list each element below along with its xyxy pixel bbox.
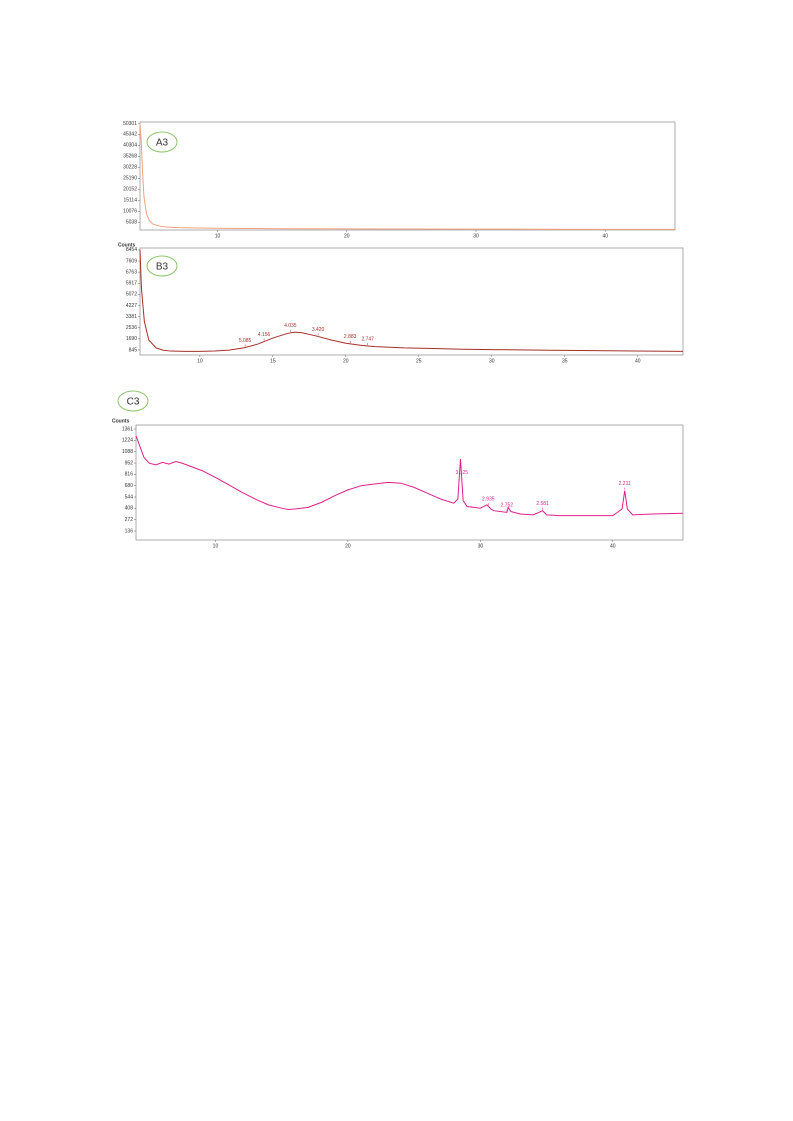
x-tick-label: 30 [473, 233, 479, 239]
x-tick-label: 20 [345, 543, 351, 549]
y-tick-label: 136 [125, 528, 134, 534]
x-tick-label: 40 [635, 358, 641, 364]
y-tick-label: 680 [125, 483, 134, 489]
plot-frame [135, 424, 684, 541]
label-badge [146, 255, 178, 277]
y-tick-label: 272 [125, 517, 134, 523]
y-tick-label: 20152 [123, 187, 137, 193]
x-tick-label: 10 [215, 233, 221, 239]
x-tick-label: 40 [602, 233, 608, 239]
label-badge [117, 390, 149, 412]
peak-label: 5.085 [239, 338, 252, 344]
peak-label: 3.125 [456, 470, 469, 476]
y-axis-label: Counts [112, 418, 129, 424]
y-tick-label: 5072 [126, 292, 137, 298]
y-tick-label: 50301 [123, 121, 137, 127]
y-tick-label: 45342 [123, 132, 137, 138]
x-tick-label: 20 [343, 358, 349, 364]
chart-label: B3 [156, 262, 169, 273]
y-tick-label: 35268 [123, 154, 137, 160]
y-tick-label: 845 [129, 347, 138, 353]
x-tick-label: 10 [213, 543, 219, 549]
y-tick-label: 3381 [126, 314, 137, 320]
peak-label: 3.420 [312, 327, 325, 333]
x-tick-label: 25 [416, 358, 422, 364]
y-tick-label: 1088 [122, 449, 133, 455]
peak-label: 2.935 [482, 497, 495, 503]
y-tick-label: 2536 [126, 325, 137, 331]
y-tick-label: 952 [125, 460, 134, 466]
y-tick-label: 6763 [126, 269, 137, 275]
y-tick-label: 816 [125, 472, 134, 478]
peak-label: 2.211 [619, 481, 631, 487]
x-tick-label: 30 [489, 358, 495, 364]
y-axis-label: Counts [118, 242, 135, 248]
x-tick-label: 35 [562, 358, 568, 364]
data-line [139, 249, 684, 352]
x-tick-label: 20 [344, 233, 350, 239]
y-tick-label: 1361 [122, 426, 133, 432]
x-tick-label: 40 [610, 543, 616, 549]
plot-frame [139, 121, 676, 231]
y-tick-label: 4227 [126, 303, 137, 309]
y-tick-label: 30228 [123, 165, 137, 171]
y-tick-label: 15114 [123, 198, 137, 204]
y-tick-label: 8454 [126, 247, 137, 253]
y-tick-label: 40304 [123, 143, 137, 149]
y-tick-label: 5917 [126, 281, 137, 287]
peak-label: 2.752 [501, 503, 514, 509]
data-line [139, 123, 676, 230]
y-tick-label: 408 [125, 506, 134, 512]
peak-label: 4.035 [284, 323, 297, 329]
y-tick-label: 7609 [126, 258, 137, 264]
data-line [135, 435, 684, 517]
y-tick-label: 5038 [126, 220, 137, 226]
y-tick-label: 10076 [123, 209, 137, 215]
y-tick-label: 1690 [126, 336, 137, 342]
peak-label: 2.581 [536, 501, 549, 507]
peak-label: 2.747 [361, 336, 374, 342]
peak-label: 4.156 [258, 332, 271, 338]
y-tick-label: 544 [125, 494, 134, 500]
y-tick-label: 25190 [123, 176, 137, 182]
x-tick-label: 30 [478, 543, 484, 549]
chart-label: C3 [127, 397, 140, 408]
y-tick-label: 1224 [122, 438, 133, 444]
x-tick-label: 15 [270, 358, 276, 364]
x-tick-label: 10 [197, 358, 203, 364]
plot-frame [139, 247, 684, 356]
label-badge [146, 131, 178, 153]
peak-label: 2.883 [344, 334, 357, 340]
chart-label: A3 [156, 138, 169, 149]
